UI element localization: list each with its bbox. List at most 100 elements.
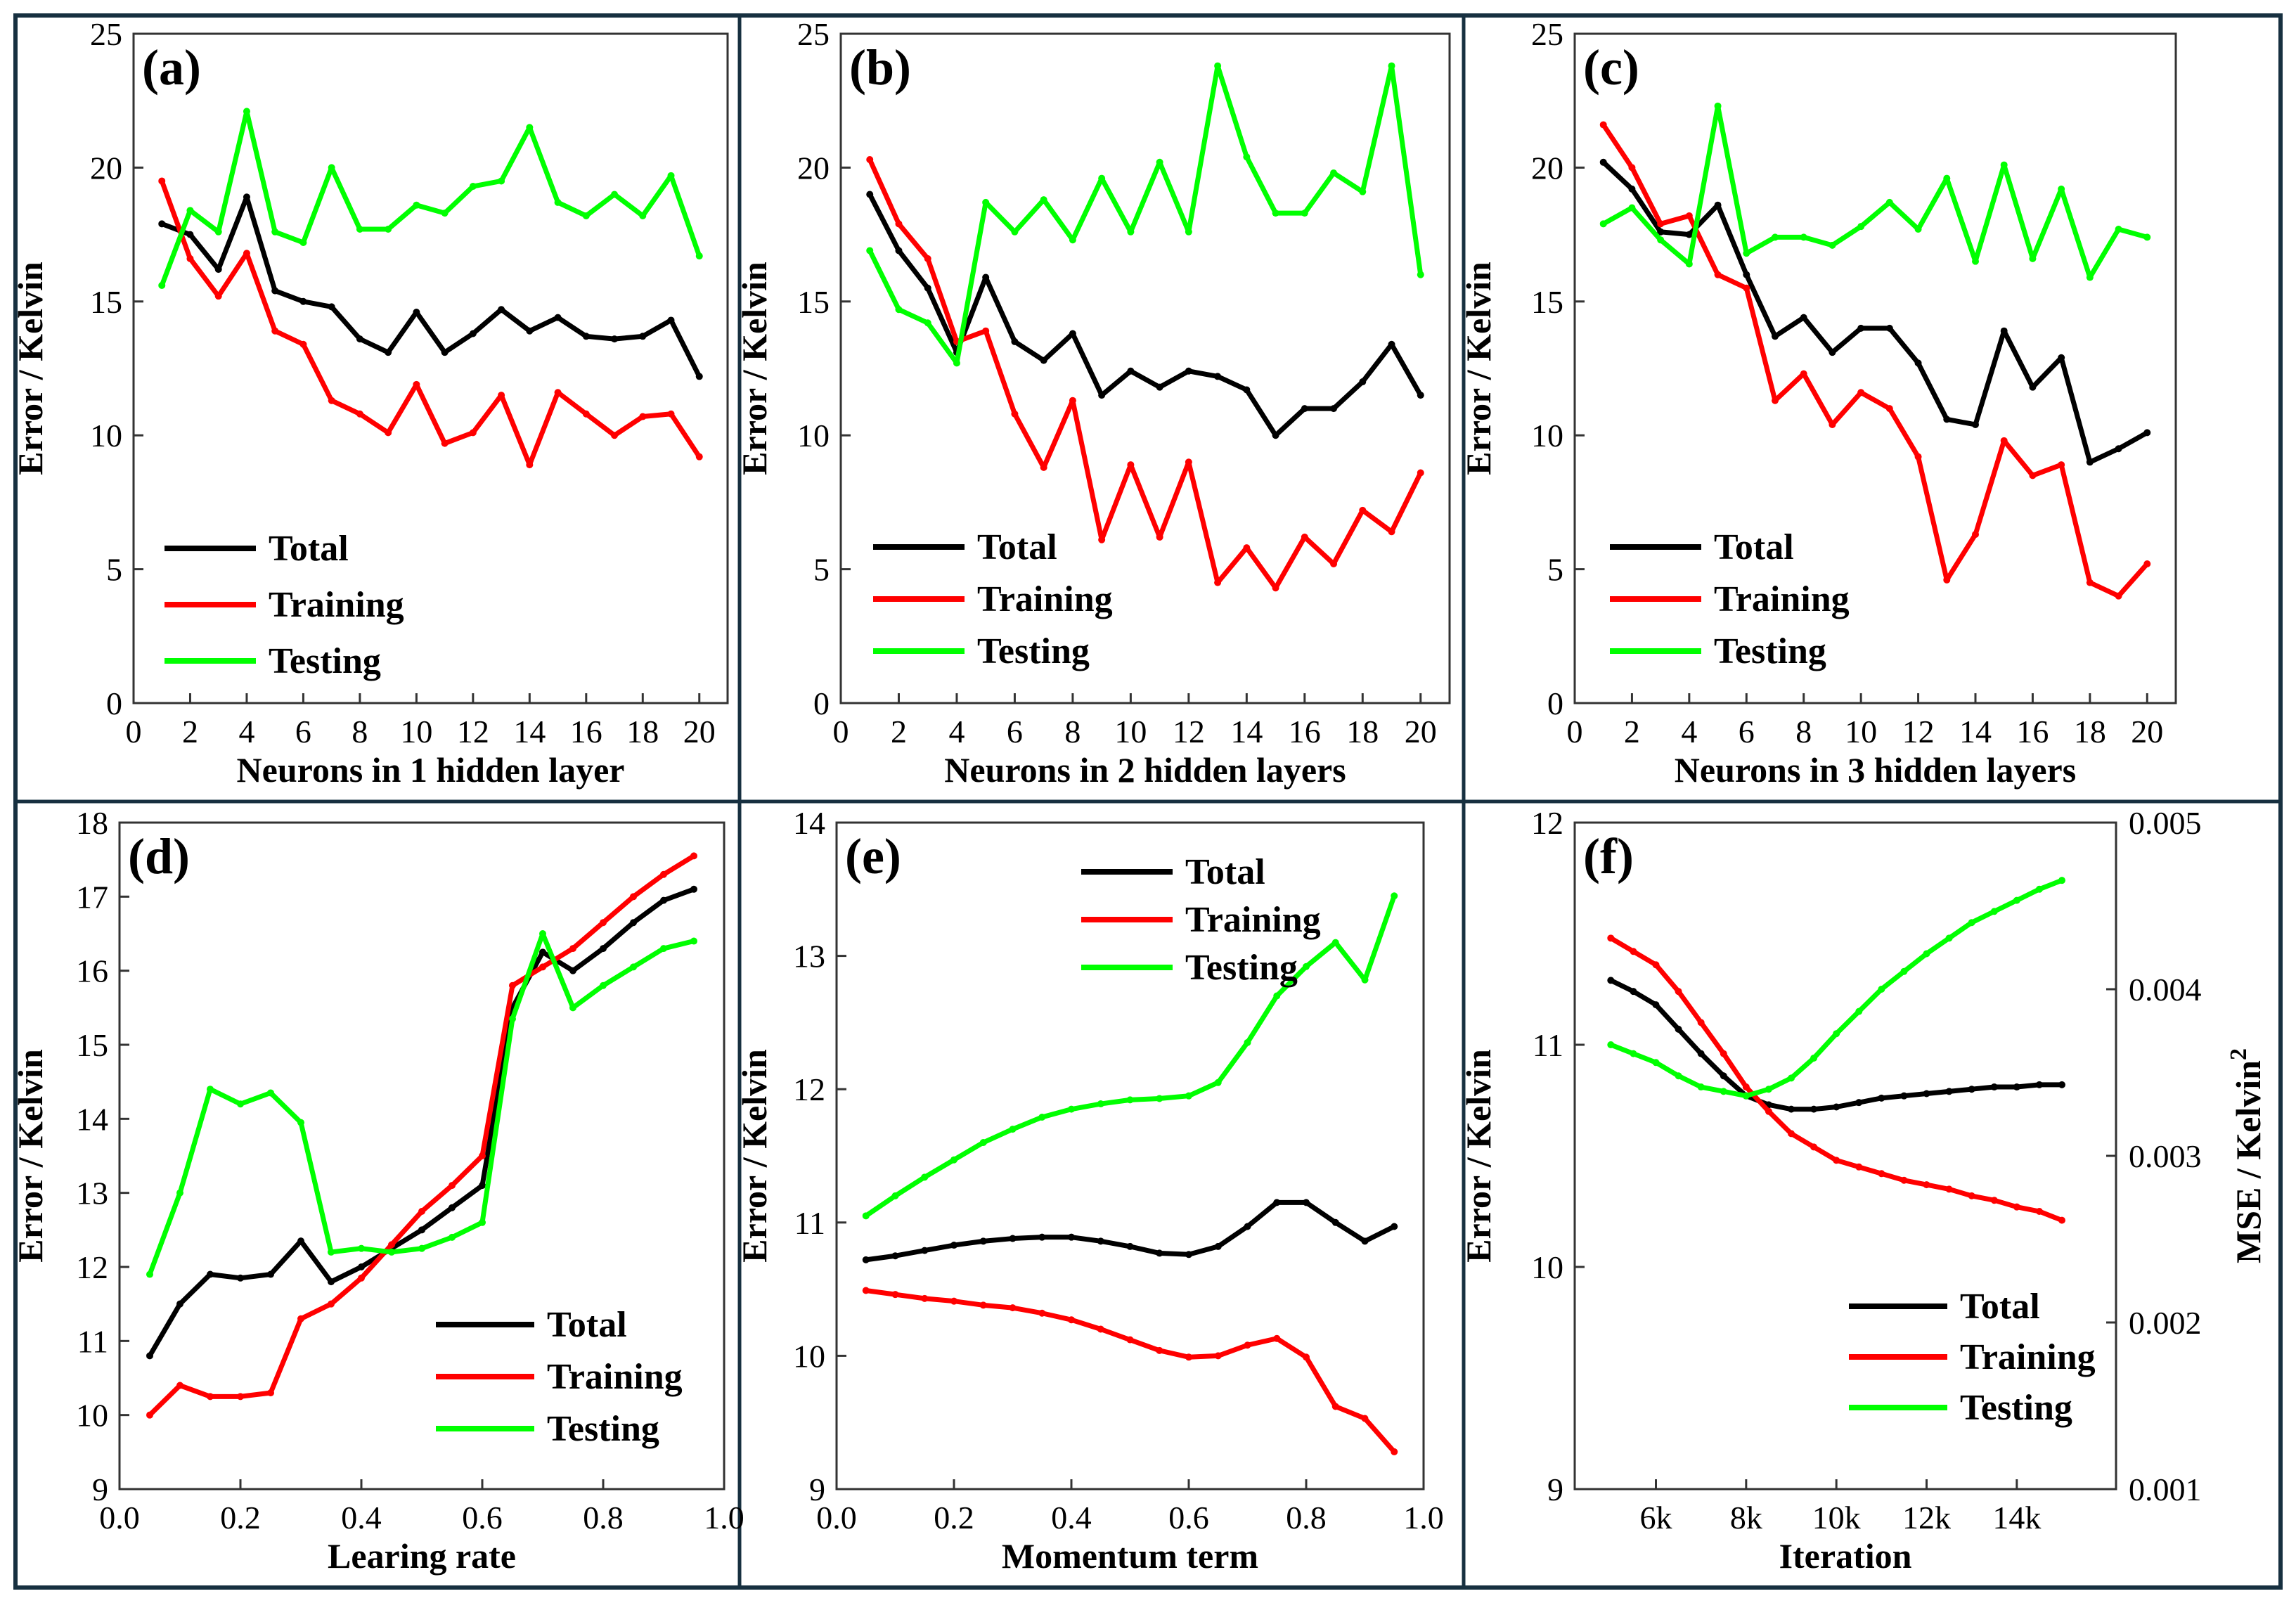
data-point	[1657, 236, 1665, 244]
data-point	[498, 306, 505, 314]
data-point	[1945, 1088, 1953, 1095]
data-point	[690, 852, 697, 860]
y-tick-label: 25	[797, 16, 830, 52]
data-point	[1097, 1237, 1104, 1245]
panel-a: 0 2 4 6 8 10 12 14 16 18 20 0 5 10 15 20 25 Neurons in 1 …	[11, 16, 729, 790]
data-point	[667, 410, 675, 418]
data-point	[328, 1248, 335, 1256]
legend-label-training: Training	[1185, 900, 1321, 940]
data-point	[866, 247, 874, 255]
x-tick-label: 1.0	[704, 1500, 744, 1536]
data-point	[1098, 536, 1106, 543]
data-point	[924, 319, 931, 327]
data-point	[413, 201, 420, 209]
data-point	[862, 1256, 870, 1263]
data-point	[2143, 429, 2151, 437]
data-point	[1214, 373, 1222, 380]
y-axis-label: Error / Kelvin	[1459, 1049, 1498, 1263]
data-point	[358, 1244, 365, 1252]
series-line-testing	[147, 931, 695, 1275]
data-point	[582, 410, 590, 418]
legend-label-total: Total	[547, 1305, 627, 1345]
data-point	[186, 207, 194, 214]
x-tick-label: 12k	[1902, 1500, 1951, 1536]
data-point	[950, 1156, 957, 1164]
data-point	[214, 266, 222, 273]
y-axis-label: Error / Kelvin	[11, 262, 50, 475]
data-point	[2086, 458, 2094, 466]
data-point	[979, 1237, 987, 1245]
data-point	[1127, 461, 1135, 469]
x-tick-label: 20	[2131, 714, 2163, 749]
y-tick-label: 5	[106, 552, 122, 588]
data-point	[554, 198, 562, 206]
y-tick-label: 10	[90, 418, 122, 453]
data-point	[2058, 1216, 2065, 1224]
y-tick-label: 25	[1531, 16, 1563, 52]
data-point	[1126, 1336, 1134, 1344]
data-point	[1968, 1086, 1975, 1093]
data-point	[630, 919, 637, 927]
x-tick-label: 10	[400, 714, 432, 749]
data-point	[469, 330, 477, 337]
x-tick-label: 10	[1114, 714, 1147, 749]
data-point	[1720, 1072, 1727, 1080]
data-point	[979, 1301, 987, 1309]
data-point	[1772, 233, 1779, 241]
legend-label-training: Training	[547, 1357, 683, 1397]
data-point	[1272, 432, 1279, 439]
data-point	[385, 429, 392, 437]
series-total	[1607, 977, 2065, 1113]
data-point	[243, 193, 250, 201]
data-point	[1301, 405, 1308, 413]
data-point	[271, 287, 279, 295]
data-point	[413, 309, 420, 316]
data-point	[539, 930, 546, 937]
data-point	[1273, 1199, 1281, 1206]
data-point	[2029, 255, 2037, 262]
data-point	[207, 1086, 214, 1093]
data-point	[267, 1089, 274, 1097]
data-point	[921, 1247, 929, 1254]
data-point	[1968, 919, 1975, 927]
data-point	[1097, 1100, 1104, 1108]
y-tick-label: 12	[76, 1249, 108, 1285]
legend-label-testing: Testing	[1960, 1388, 2072, 1428]
legend-label-training: Training	[1714, 579, 1850, 619]
panel-border-5	[1462, 799, 2283, 1590]
series-line-testing	[159, 108, 702, 287]
legend-label-testing: Testing	[547, 1409, 659, 1449]
data-point	[660, 870, 667, 878]
y-right-axis-label-superscript: 2	[2226, 1048, 2252, 1060]
data-point	[1697, 1050, 1705, 1057]
panel-label: (d)	[128, 828, 190, 884]
data-point	[1156, 533, 1163, 541]
data-point	[1914, 359, 1922, 367]
x-tick-label: 0.6	[462, 1500, 503, 1536]
data-point	[243, 250, 250, 257]
data-point	[1810, 1143, 1818, 1151]
data-point	[2058, 461, 2065, 469]
x-tick-label: 4	[1681, 714, 1697, 749]
data-point	[1720, 1050, 1727, 1057]
data-point	[267, 1389, 274, 1397]
data-point	[388, 1241, 395, 1249]
data-point	[1697, 1083, 1705, 1091]
y-tick-label: 15	[797, 284, 830, 320]
data-point	[1855, 1163, 1863, 1171]
y-tick-label: 5	[813, 552, 830, 588]
data-point	[1945, 934, 1953, 942]
data-point	[146, 1270, 153, 1278]
data-point	[2086, 273, 2094, 281]
y-tick-label: 13	[76, 1176, 108, 1211]
x-tick-label: 0.2	[934, 1500, 974, 1536]
y-tick-label: 11	[794, 1205, 825, 1241]
panel-border-2	[1462, 13, 2283, 804]
x-tick-label: 6	[295, 714, 311, 749]
data-point	[695, 252, 703, 260]
data-point	[441, 439, 449, 447]
data-point	[1272, 210, 1279, 217]
data-point	[895, 306, 903, 314]
panel-e: 0.0 0.2 0.4 0.6 0.8 1.0 9 10 11 12 13 14 Momentum te…	[735, 805, 1444, 1576]
data-point	[1301, 210, 1308, 217]
